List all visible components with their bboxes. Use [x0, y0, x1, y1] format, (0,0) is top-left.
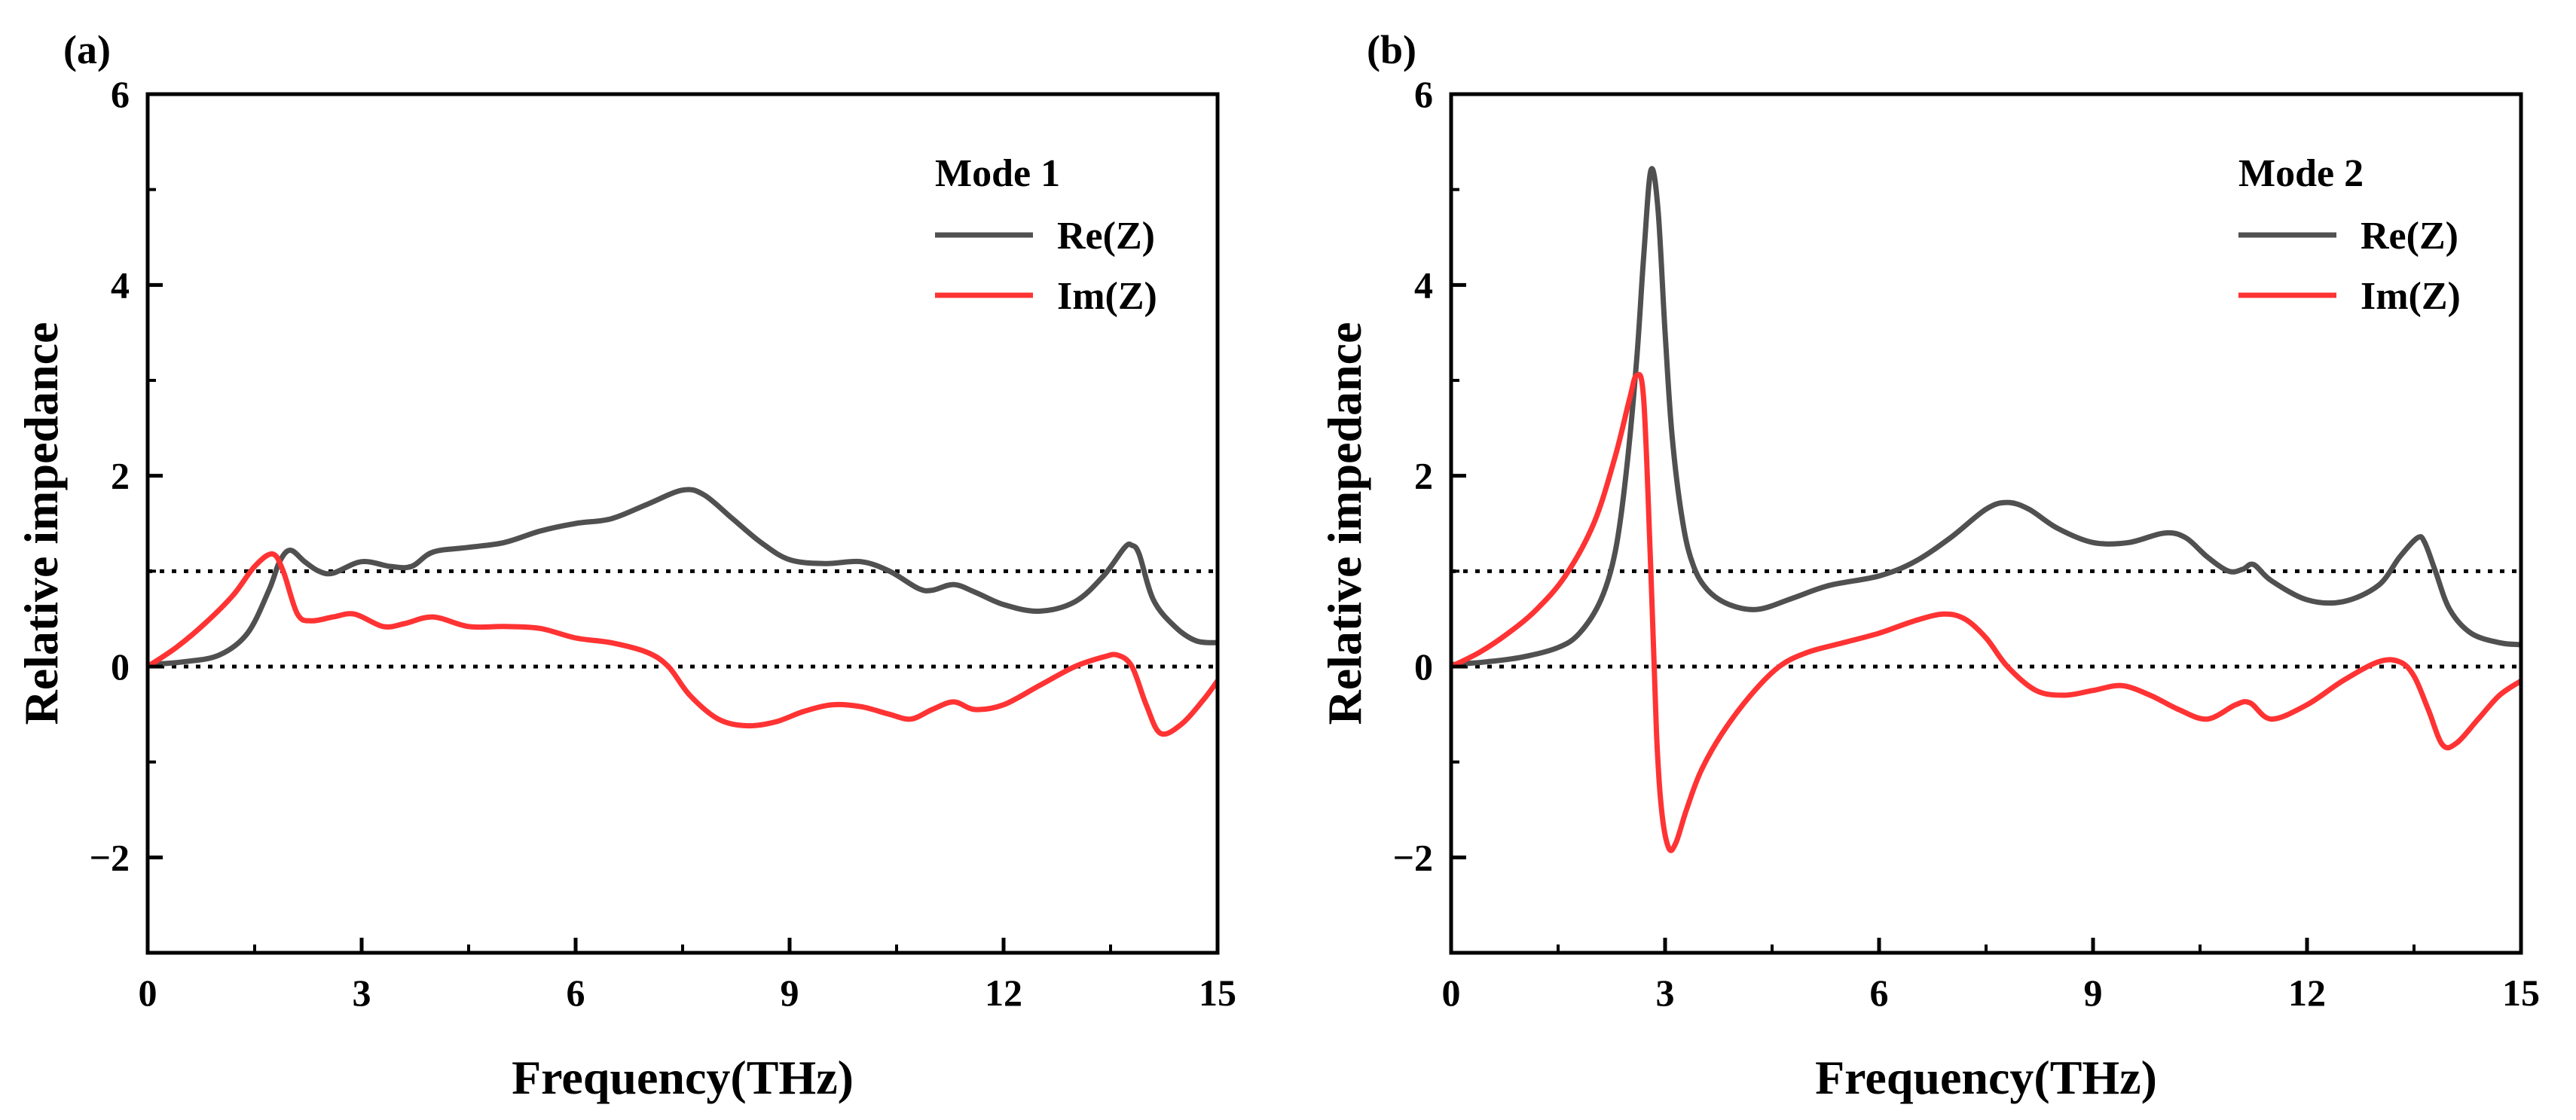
y-axis-title: Relative impedance	[14, 322, 68, 725]
x-axis-title: Frequency(THz)	[1815, 1051, 2157, 1104]
series-line-im-z	[148, 551, 1218, 737]
y-tick-label: 6	[1414, 73, 1433, 115]
y-tick-label: 0	[111, 645, 130, 688]
chart-panel-b: 0 3 6 9 12 15 −2 0 2 4 6 Frequency(THz) Relative imp…	[1318, 27, 2540, 1104]
chart-panel-a: 0 3 6 9 12 15 −2 0 2 4 6 Frequency(THz) Relative imp…	[14, 27, 1236, 1104]
y-tick-label: 0	[1414, 645, 1433, 688]
y-tick-label: 6	[111, 73, 130, 115]
legend-label-re-z: Re(Z)	[1057, 215, 1155, 258]
x-tick-label: 0	[1442, 972, 1461, 1014]
panel-label: (a)	[63, 27, 111, 72]
legend-label-im-z: Im(Z)	[1057, 275, 1157, 318]
x-tick-label: 6	[567, 972, 585, 1014]
legend-title: Mode 1	[935, 152, 1060, 195]
x-tick-label: 9	[2084, 972, 2103, 1014]
y-tick-label: 2	[111, 455, 130, 497]
x-tick-label: 12	[2288, 972, 2326, 1014]
legend-title: Mode 2	[2238, 152, 2364, 195]
y-tick-label: −2	[1393, 836, 1434, 878]
x-tick-label: 15	[2502, 972, 2540, 1014]
panel-label: (b)	[1367, 27, 1416, 72]
y-tick-label: 4	[1414, 264, 1433, 306]
x-tick-label: 0	[139, 972, 157, 1014]
y-tick-label: −2	[90, 836, 130, 878]
x-tick-label: 3	[353, 972, 371, 1014]
x-tick-label: 6	[1870, 972, 1889, 1014]
y-tick-label: 4	[111, 264, 130, 306]
x-axis-title: Frequency(THz)	[512, 1051, 854, 1104]
x-tick-label: 9	[781, 972, 799, 1014]
y-tick-label: 2	[1414, 455, 1433, 497]
series-line-im-z	[1451, 371, 2521, 853]
legend-label-im-z: Im(Z)	[2361, 275, 2461, 318]
x-tick-label: 3	[1656, 972, 1675, 1014]
x-tick-label: 15	[1199, 972, 1236, 1014]
y-axis-title: Relative impedance	[1318, 322, 1371, 725]
legend-label-re-z: Re(Z)	[2361, 215, 2458, 258]
x-tick-label: 12	[985, 972, 1022, 1014]
series-line-re-z	[148, 487, 1218, 667]
series-line-re-z	[1451, 166, 2521, 667]
